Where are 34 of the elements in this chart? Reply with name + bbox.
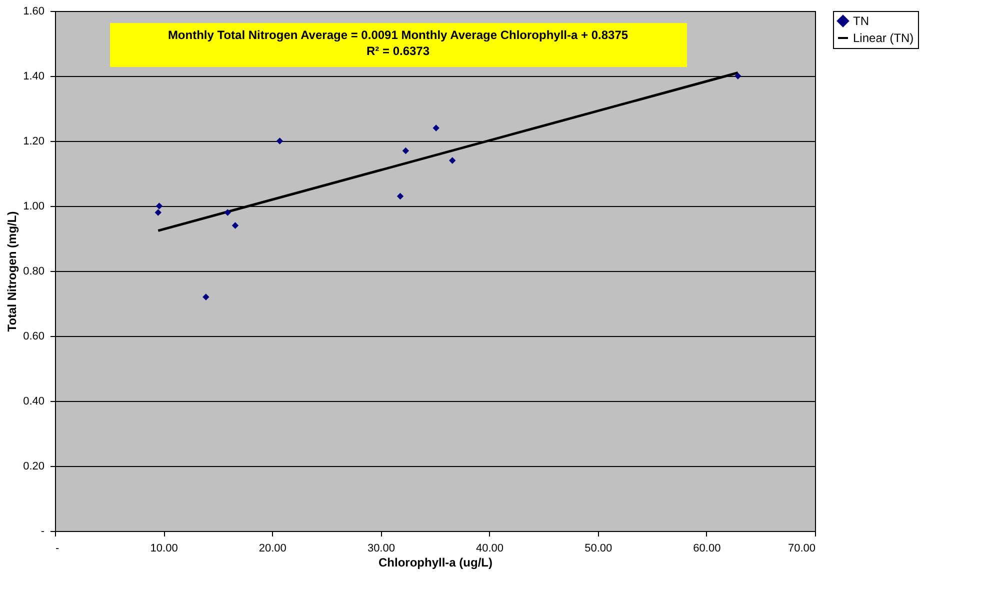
y-tick-label: 1.40	[23, 70, 44, 82]
y-tick-label: 0.60	[23, 330, 44, 342]
x-tick-label: 40.00	[476, 542, 504, 554]
legend-label: TN	[853, 14, 869, 28]
x-tick-label: 60.00	[693, 542, 721, 554]
annotation: R² = 0.6373	[366, 44, 430, 58]
y-tick-label: 0.20	[23, 460, 44, 472]
y-tick-label: -	[40, 526, 45, 538]
y-tick-label: 1.00	[23, 200, 44, 212]
point	[402, 147, 410, 154]
x-tick-label: 10.00	[150, 542, 178, 554]
x-tick-label: 50.00	[584, 542, 612, 554]
y-tick-label: 0.80	[23, 266, 44, 278]
x-tick-label: 70.00	[788, 542, 816, 554]
point	[202, 294, 210, 300]
legend-label: Linear (TN)	[853, 31, 914, 45]
x-axis-title: Chlorophyll-a (ug/L)	[378, 556, 492, 570]
annotation: Monthly Total Nitrogen Average = 0.0091 Monthly Average Chlorophyll-a + 0.8375	[168, 28, 628, 42]
x-tick-label: -	[56, 542, 60, 554]
point	[449, 157, 456, 164]
point	[154, 209, 162, 216]
x-tick-label: 30.00	[367, 542, 395, 554]
point	[232, 222, 239, 229]
y-tick-label: 1.60	[23, 6, 44, 18]
point	[224, 209, 231, 216]
point	[734, 72, 742, 80]
point	[432, 124, 440, 132]
point	[276, 138, 284, 144]
point	[396, 192, 404, 200]
y-axis-title: Total Nitrogen (mg/L)	[5, 211, 20, 332]
y-tick-label: 1.20	[23, 136, 44, 148]
y-tick-label: 0.40	[23, 396, 44, 408]
x-tick-label: 20.00	[258, 542, 286, 554]
point	[156, 202, 163, 210]
